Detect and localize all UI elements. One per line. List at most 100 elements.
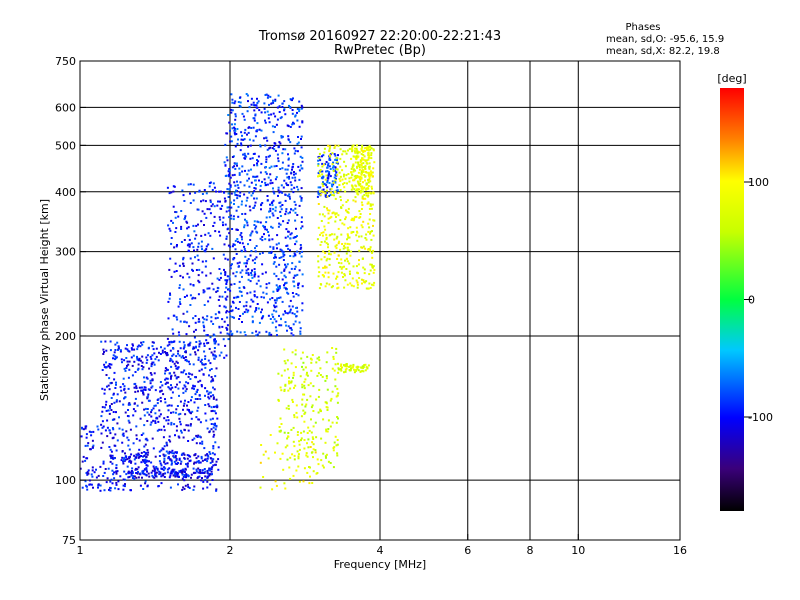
data-point	[339, 148, 342, 151]
data-point	[346, 260, 349, 263]
data-point	[337, 417, 339, 420]
data-point	[171, 386, 174, 389]
data-point	[326, 257, 329, 260]
data-point	[287, 292, 290, 295]
data-point	[241, 112, 244, 115]
data-point	[312, 456, 314, 459]
data-point	[333, 176, 336, 179]
data-point	[343, 160, 346, 163]
data-point	[293, 147, 296, 150]
data-point	[175, 367, 178, 370]
data-point	[117, 480, 120, 483]
data-point	[281, 106, 284, 108]
data-point	[140, 455, 142, 457]
data-point	[187, 375, 190, 378]
data-point	[317, 164, 320, 167]
data-point	[122, 460, 124, 463]
data-point	[239, 149, 242, 152]
data-point	[85, 433, 88, 436]
data-point	[195, 434, 198, 437]
data-point	[183, 428, 186, 431]
data-point	[110, 457, 113, 460]
data-point	[175, 355, 178, 358]
data-point	[281, 452, 284, 455]
data-point	[204, 233, 207, 236]
data-point	[298, 169, 301, 172]
data-point	[196, 460, 199, 463]
data-point	[189, 294, 192, 297]
data-point	[229, 129, 231, 132]
data-point	[195, 468, 198, 471]
data-point	[359, 177, 362, 180]
data-point	[174, 231, 177, 233]
data-point	[236, 194, 239, 197]
data-point	[236, 262, 239, 265]
data-point	[334, 385, 337, 388]
data-point	[336, 443, 339, 446]
data-point	[185, 388, 188, 391]
data-point	[362, 149, 365, 152]
data-point	[200, 368, 203, 371]
data-point	[283, 431, 286, 434]
data-point	[218, 354, 221, 357]
data-point	[364, 369, 367, 372]
data-point	[132, 442, 135, 445]
data-point	[367, 194, 370, 197]
data-point	[330, 286, 333, 289]
data-point	[208, 347, 211, 350]
data-point	[248, 106, 251, 109]
data-point	[142, 471, 144, 474]
data-point	[256, 296, 259, 299]
data-point	[126, 348, 129, 351]
data-point	[318, 156, 321, 159]
data-point	[101, 369, 104, 371]
x-axis-ticks: 1 2 4 6 8 10 16	[77, 534, 687, 557]
data-point	[272, 187, 274, 190]
data-point	[169, 292, 171, 295]
data-point	[325, 428, 328, 431]
data-point	[244, 169, 246, 172]
data-point	[245, 199, 248, 202]
data-point	[267, 457, 270, 460]
data-point	[325, 174, 328, 177]
data-point	[299, 195, 302, 198]
data-point	[128, 448, 131, 451]
data-point	[354, 200, 357, 203]
data-point	[298, 321, 301, 324]
data-point	[350, 231, 353, 234]
data-point	[291, 262, 294, 265]
data-point	[293, 416, 296, 419]
data-point	[103, 489, 106, 492]
data-point	[346, 233, 349, 236]
data-point	[276, 247, 278, 250]
data-point	[369, 250, 372, 253]
data-point	[91, 475, 94, 478]
data-point	[346, 238, 348, 241]
data-point	[210, 376, 213, 378]
data-point	[197, 223, 199, 226]
data-point	[270, 250, 273, 253]
data-point	[245, 308, 248, 311]
data-point	[326, 209, 329, 212]
data-point	[295, 469, 298, 472]
data-point	[154, 404, 157, 407]
data-point	[321, 162, 324, 165]
data-point	[268, 166, 271, 169]
data-point	[189, 424, 192, 427]
data-point	[178, 334, 181, 337]
data-point	[205, 318, 208, 321]
data-point	[171, 354, 174, 357]
data-point	[174, 474, 177, 477]
data-point	[318, 190, 321, 193]
data-point	[362, 181, 364, 184]
data-point	[202, 480, 205, 483]
data-point	[325, 377, 328, 380]
stats-o: mean, sd,O: -95.6, 15.9	[606, 34, 724, 45]
data-point	[240, 131, 243, 134]
data-point	[176, 473, 179, 476]
data-point	[289, 249, 291, 252]
data-point	[292, 334, 295, 337]
data-point	[192, 385, 195, 388]
data-point	[114, 487, 117, 490]
data-point	[250, 298, 253, 301]
